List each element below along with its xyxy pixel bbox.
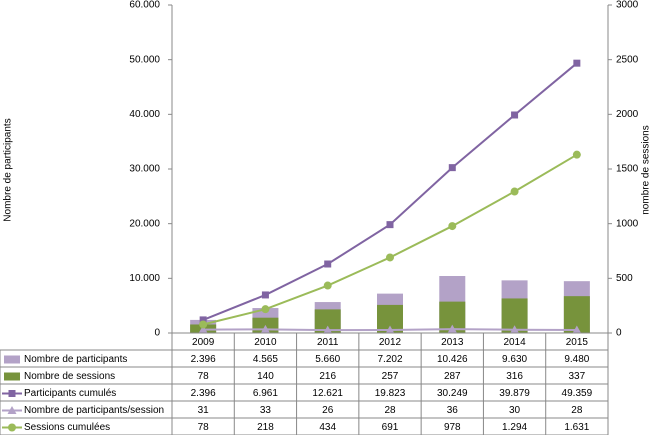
table-cell: 316 (506, 371, 523, 382)
table-cell: 287 (444, 371, 461, 382)
line-marker (386, 253, 394, 262)
table-cell: 78 (198, 371, 210, 382)
x-tick-label: 2012 (379, 337, 402, 348)
y2-tick-label: 0 (616, 328, 622, 339)
table-cell: 39.879 (499, 388, 530, 399)
table-cell: 36 (447, 405, 459, 416)
y-axis-title: Nombre de participants (3, 118, 14, 221)
x-tick-label: 2013 (441, 337, 464, 348)
y2-tick-label: 1500 (616, 164, 639, 175)
table-cell: 19.823 (375, 388, 406, 399)
table-cell: 78 (198, 422, 210, 433)
table-cell: 5.660 (315, 354, 340, 365)
legend-swatch (4, 355, 20, 364)
legend-label: Nombre de participants (24, 354, 127, 365)
line-marker (510, 325, 520, 334)
table-cell: 10.426 (437, 354, 468, 365)
line-marker (199, 320, 208, 329)
table-cell: 1.631 (564, 422, 589, 433)
table-cell: 6.961 (253, 388, 278, 399)
y-tick-label: 0 (154, 328, 160, 339)
table-cell: 12.621 (312, 388, 343, 399)
line-marker (386, 221, 394, 229)
line-marker (573, 59, 581, 67)
table-cell: 140 (257, 371, 274, 382)
table-cell: 30 (509, 405, 521, 416)
bar (314, 309, 341, 333)
table-cell: 1.294 (502, 422, 527, 433)
line-marker (572, 325, 582, 334)
legend-marker (8, 390, 16, 397)
legend-label: Nombre de sessions (24, 371, 115, 382)
y-tick-label: 30.000 (129, 164, 160, 175)
table-cell: 978 (444, 422, 461, 433)
x-tick-label: 2011 (317, 337, 339, 348)
x-tick-label: 2015 (566, 337, 589, 348)
line-marker (323, 281, 332, 290)
table-cell: 9.630 (502, 354, 527, 365)
table-cell: 691 (382, 422, 399, 433)
line-marker (324, 260, 332, 268)
y2-tick-label: 3000 (616, 0, 639, 11)
line-marker (448, 222, 457, 231)
table-cell: 2.396 (191, 388, 216, 399)
table-cell: 257 (382, 371, 399, 382)
table-cell: 4.565 (253, 354, 278, 365)
legend-label: Nombre de participants/session (24, 405, 164, 416)
y-tick-label: 10.000 (129, 273, 160, 284)
line-marker (510, 187, 519, 196)
table-cell: 7.202 (377, 354, 402, 365)
y2-axis-title: nombre de sessions (641, 125, 652, 215)
x-tick-label: 2014 (503, 337, 526, 348)
table-cell: 434 (319, 422, 336, 433)
y2-tick-label: 2000 (616, 109, 639, 120)
x-tick-label: 2009 (192, 337, 215, 348)
legend-marker (7, 406, 17, 414)
x-tick-label: 2010 (254, 337, 277, 348)
line-marker (261, 291, 269, 299)
y-tick-label: 20.000 (129, 218, 160, 229)
legend-marker (8, 423, 16, 432)
line-marker (260, 324, 270, 333)
line-marker (572, 150, 581, 159)
legend-label: Sessions cumulées (24, 422, 110, 433)
line-marker (448, 164, 456, 172)
table-cell: 30.249 (437, 388, 468, 399)
line-marker (198, 325, 208, 334)
line-marker (323, 325, 333, 334)
table-cell: 337 (569, 371, 586, 382)
table-cell: 28 (384, 405, 396, 416)
y-tick-label: 40.000 (129, 109, 160, 120)
table-cell: 9.480 (564, 354, 589, 365)
line-marker (511, 111, 519, 119)
table-cell: 2.396 (191, 354, 216, 365)
line-marker (199, 316, 207, 324)
line-marker (447, 324, 457, 333)
y-tick-label: 60.000 (129, 0, 160, 11)
table-cell: 49.359 (562, 388, 593, 399)
table-cell: 33 (260, 405, 272, 416)
table-cell: 218 (257, 422, 274, 433)
y-tick-label: 50.000 (129, 54, 160, 65)
table-cell: 26 (322, 405, 334, 416)
legend-label: Participants cumulés (24, 388, 116, 399)
table-cell: 31 (198, 405, 210, 416)
line-marker (261, 305, 270, 314)
table-cell: 216 (319, 371, 336, 382)
y2-tick-label: 500 (616, 273, 633, 284)
legend-swatch (4, 372, 20, 381)
line-marker (385, 325, 395, 334)
y2-tick-label: 1000 (616, 218, 639, 229)
table-cell: 28 (571, 405, 583, 416)
y2-tick-label: 2500 (616, 54, 639, 65)
